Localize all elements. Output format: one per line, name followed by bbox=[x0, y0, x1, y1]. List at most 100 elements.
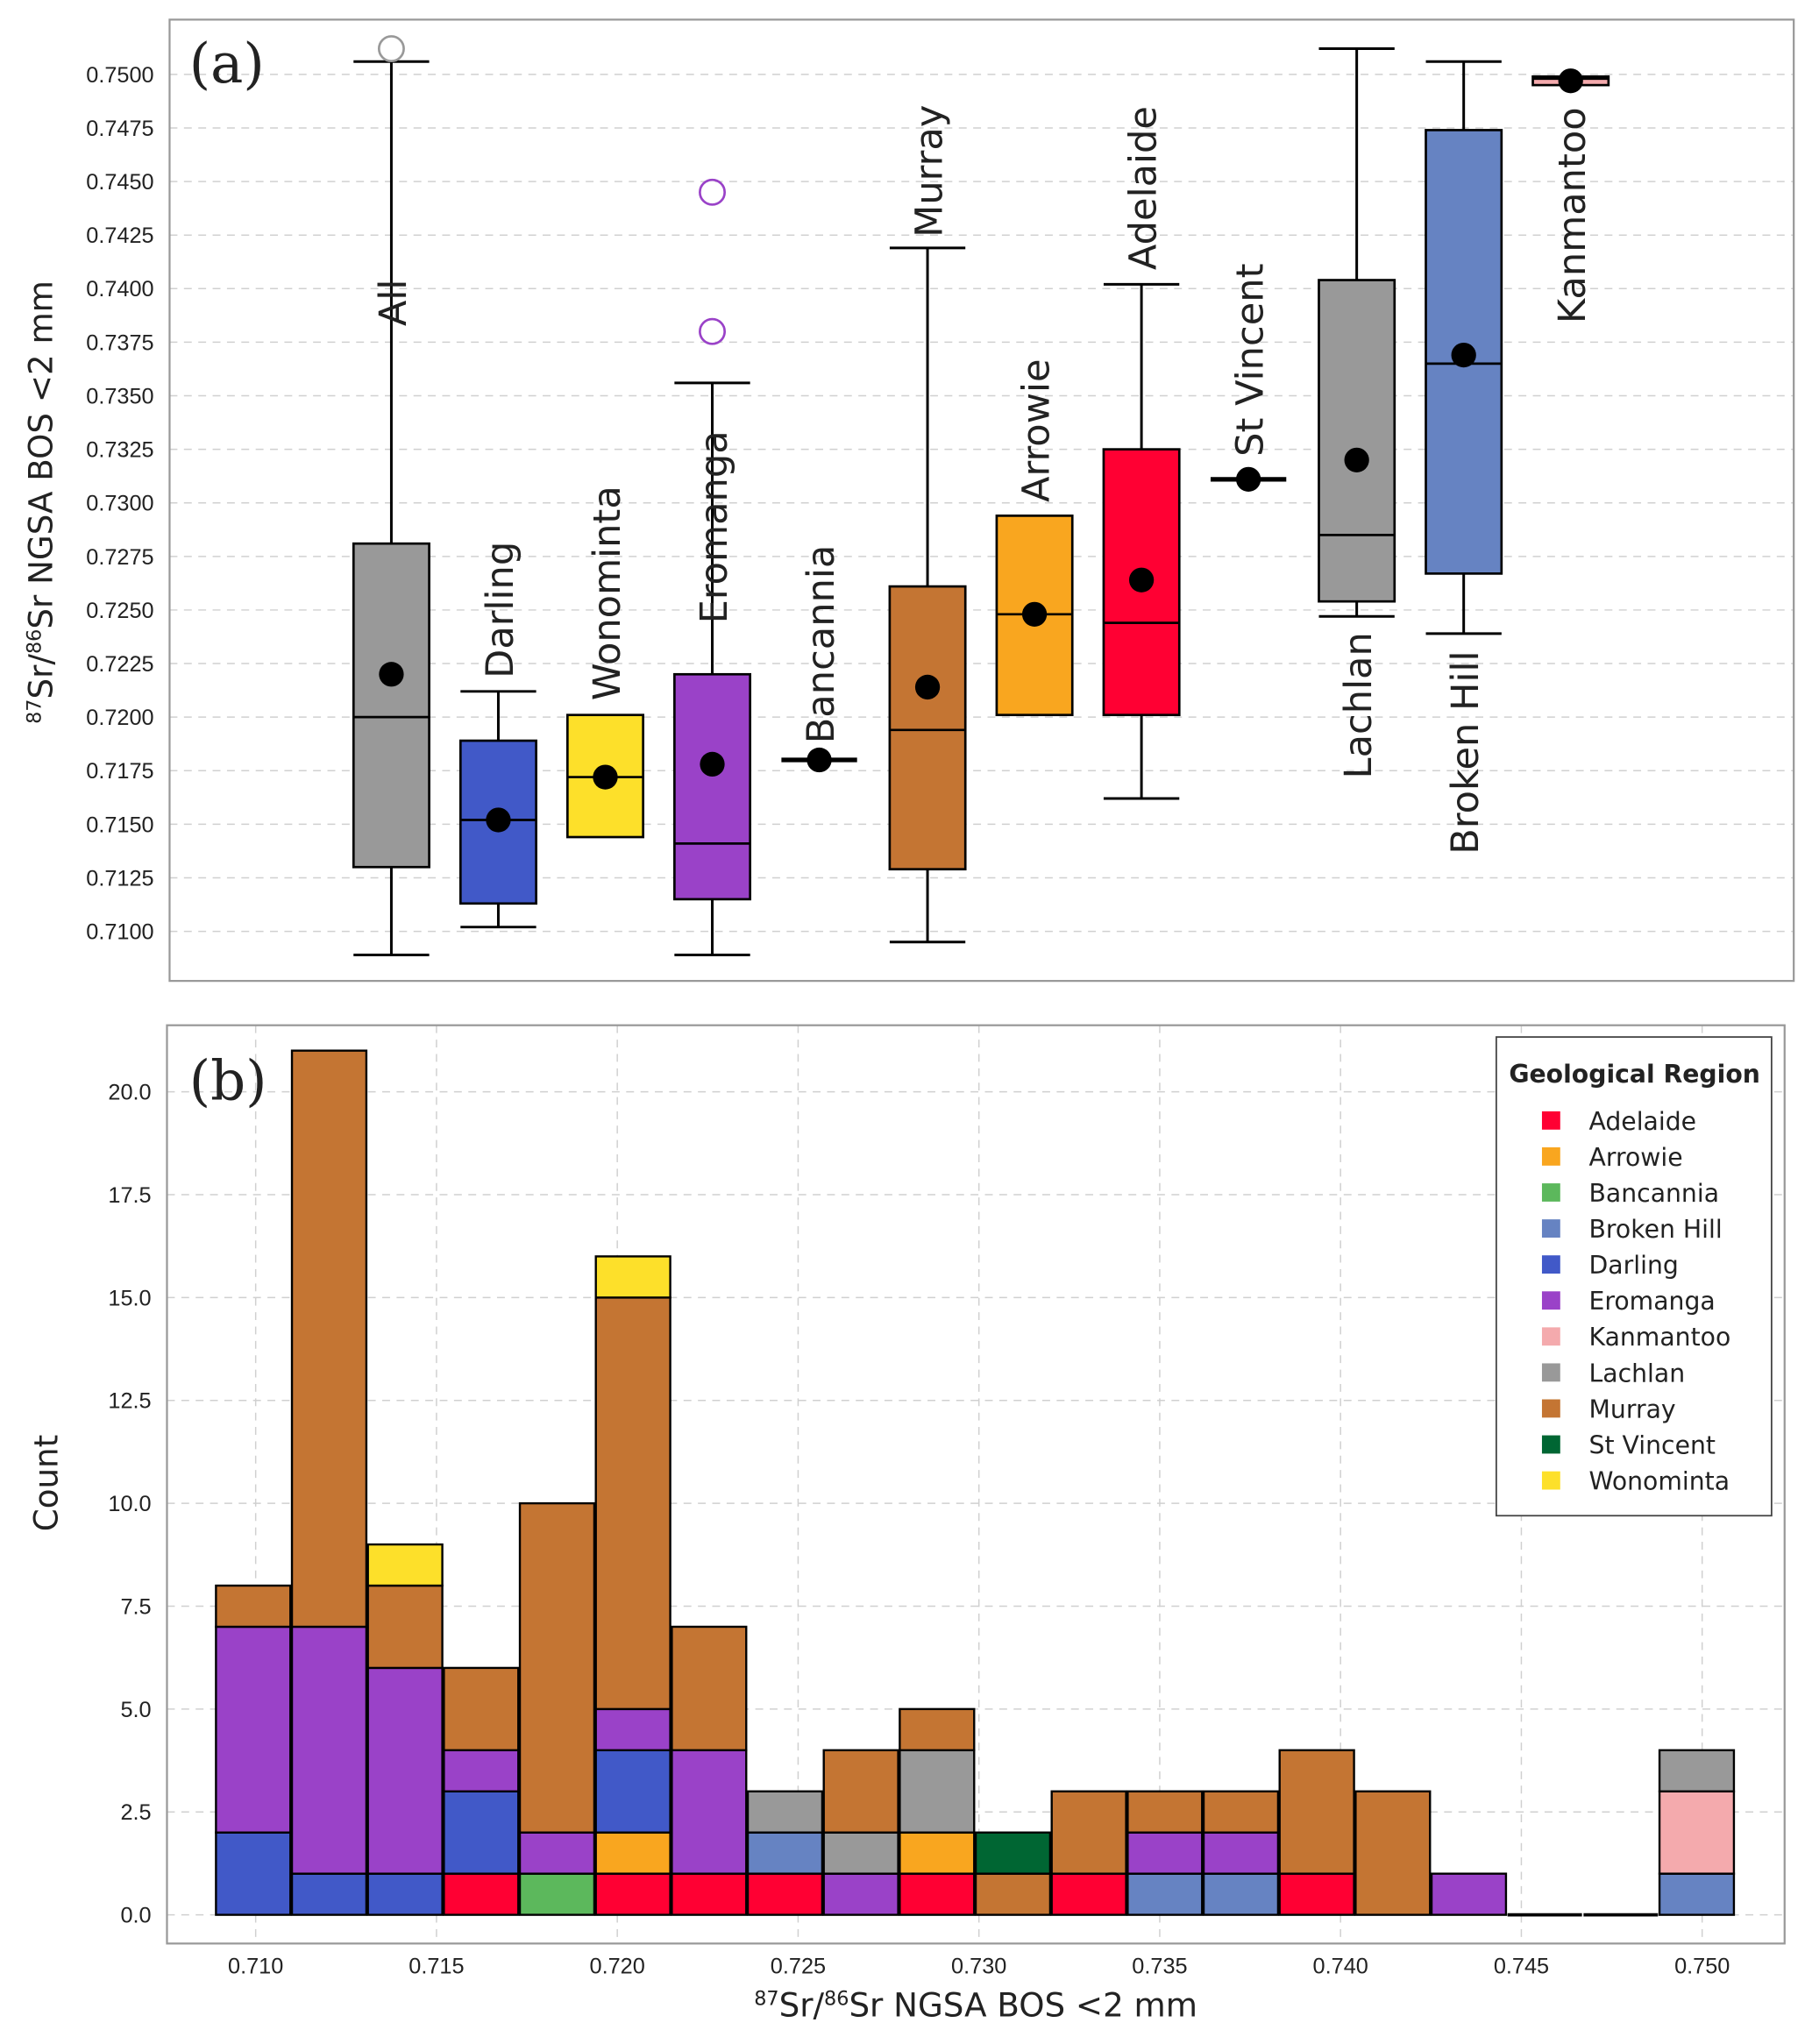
bar-segment-adelaide bbox=[746, 1872, 824, 1916]
legend-label: Bancannia bbox=[1589, 1179, 1720, 1208]
box-bancannia: Bancannia bbox=[781, 545, 857, 773]
legend-swatch bbox=[1541, 1327, 1560, 1346]
box bbox=[352, 542, 430, 869]
bar-segment-eromanga bbox=[290, 1625, 368, 1875]
bar-segment-darling bbox=[594, 1749, 672, 1834]
box bbox=[888, 585, 967, 871]
y-tick-label: 15.0 bbox=[108, 1286, 151, 1310]
legend-swatch bbox=[1541, 1219, 1560, 1238]
legend-label: Murray bbox=[1589, 1395, 1676, 1423]
x-tick-label: 0.740 bbox=[1313, 1955, 1368, 1979]
x-tick-label: 0.730 bbox=[951, 1955, 1006, 1979]
bar-segment-murray bbox=[1354, 1790, 1432, 1916]
mean-point bbox=[1235, 466, 1261, 492]
box-lachlan: Lachlan bbox=[1318, 47, 1396, 778]
bar-segment-darling bbox=[290, 1872, 368, 1916]
legend-item: Lachlan bbox=[1541, 1359, 1686, 1388]
x-tick-label: 0.715 bbox=[409, 1955, 464, 1979]
bar-segment-eromanga bbox=[822, 1872, 899, 1916]
legend-swatch bbox=[1541, 1399, 1560, 1418]
group-label: Wonominta bbox=[586, 486, 629, 700]
bar-segment-murray bbox=[899, 1707, 976, 1752]
bar-segment-darling bbox=[443, 1790, 520, 1875]
x-tick-label: 0.725 bbox=[771, 1955, 826, 1979]
legend-label: Lachlan bbox=[1589, 1359, 1686, 1388]
group-label: Darling bbox=[479, 542, 522, 678]
mean-point bbox=[486, 807, 511, 833]
y-tick-label: 0.7200 bbox=[86, 706, 153, 730]
label-part: Sr/ bbox=[779, 1986, 825, 2025]
bar-segment-murray bbox=[1278, 1749, 1355, 1875]
bar-segment-murray bbox=[443, 1666, 520, 1752]
y-tick-label: 0.7225 bbox=[86, 652, 153, 677]
y-tick-label: 0.7375 bbox=[86, 330, 153, 355]
box bbox=[673, 672, 752, 901]
x-tick-label: 0.745 bbox=[1494, 1955, 1549, 1979]
y-tick-label: 0.7475 bbox=[86, 117, 153, 141]
group-label: Eromanga bbox=[693, 430, 736, 623]
panel-label: (b) bbox=[189, 1049, 267, 1113]
y-tick-label: 0.7425 bbox=[86, 224, 153, 248]
histogram-panel: 0.0 2.5 5.0 7.5 10.0 12.5 15.0 17.5 20.0 0.710 0.7… bbox=[26, 1024, 1786, 2025]
bar-segment-murray bbox=[822, 1749, 899, 1834]
bar-segment-arrowie bbox=[899, 1831, 976, 1875]
box-adelaide: Adelaide bbox=[1102, 106, 1181, 800]
legend-item: Kanmantoo bbox=[1541, 1323, 1730, 1352]
bar-segment-murray bbox=[366, 1584, 444, 1670]
bar-segment-darling bbox=[215, 1831, 292, 1916]
box-eromanga: Eromanga bbox=[673, 178, 752, 956]
y-tick-label: 0.7300 bbox=[86, 492, 153, 516]
x-tick-label: 0.735 bbox=[1132, 1955, 1187, 1979]
label-sup: 86 bbox=[824, 1988, 849, 2011]
y-tick-label: 20.0 bbox=[108, 1081, 151, 1105]
box-wonominta: Wonominta bbox=[565, 486, 644, 839]
legend-label: Broken Hill bbox=[1589, 1215, 1723, 1244]
legend-swatch bbox=[1541, 1255, 1560, 1274]
plot-frame bbox=[168, 18, 1795, 983]
mean-point bbox=[807, 747, 832, 773]
group-label: Bancannia bbox=[799, 545, 843, 744]
legend-swatch bbox=[1541, 1147, 1560, 1166]
legend-label: Eromanga bbox=[1589, 1287, 1716, 1316]
bar-segment-broken-hill bbox=[1202, 1872, 1280, 1916]
label-part: Sr/ bbox=[22, 654, 60, 699]
bar-segment-wonominta bbox=[366, 1543, 444, 1587]
y-tick-label: 5.0 bbox=[120, 1698, 151, 1722]
legend-swatch bbox=[1541, 1183, 1560, 1202]
bar-segment-darling bbox=[366, 1872, 444, 1916]
bar-segment-broken-hill bbox=[1658, 1872, 1736, 1916]
bar-segment-arrowie bbox=[594, 1831, 672, 1875]
label-part: Sr NGSA BOS <2 mm bbox=[849, 1986, 1197, 2025]
bar-segment-lachlan bbox=[746, 1790, 824, 1834]
legend-swatch bbox=[1541, 1363, 1560, 1382]
bar-segment-adelaide bbox=[594, 1872, 672, 1916]
box-arrowie: Arrowie bbox=[995, 358, 1074, 717]
y-tick-label: 0.7100 bbox=[86, 920, 153, 945]
bar-segment-murray bbox=[671, 1625, 748, 1752]
bar-segment-eromanga bbox=[518, 1831, 596, 1875]
mean-point bbox=[1128, 567, 1155, 593]
y-tick-label: 0.7450 bbox=[86, 170, 153, 195]
box-darling: Darling bbox=[458, 542, 537, 929]
bar-segment-adelaide bbox=[1278, 1872, 1355, 1916]
label-sup: 87 bbox=[754, 1988, 778, 2011]
mean-point bbox=[1451, 342, 1476, 368]
bar-segment-eromanga bbox=[215, 1625, 292, 1834]
bar-segment-broken-hill bbox=[746, 1831, 824, 1875]
y-tick-label: 0.7125 bbox=[86, 866, 153, 891]
box-st-vincent: St Vincent bbox=[1210, 263, 1287, 492]
mean-point bbox=[914, 674, 941, 700]
label-part: Sr NGSA BOS <2 mm bbox=[22, 280, 60, 629]
bar-segment-eromanga bbox=[1202, 1831, 1280, 1875]
legend-item: Adelaide bbox=[1541, 1107, 1696, 1136]
legend-item: Eromanga bbox=[1541, 1287, 1716, 1316]
legend-item: Darling bbox=[1541, 1251, 1679, 1280]
bar-segment-murray bbox=[1202, 1790, 1280, 1834]
bar-segment-eromanga bbox=[671, 1749, 748, 1875]
y-tick-label: 0.7325 bbox=[86, 438, 153, 463]
legend: Geological Region Adelaide Arrowie Bancanni… bbox=[1495, 1036, 1773, 1517]
y-tick-label: 2.5 bbox=[120, 1800, 151, 1825]
bar-segment-murray bbox=[1126, 1790, 1204, 1834]
label-sup: 86 bbox=[24, 629, 46, 654]
bar-segment-murray bbox=[594, 1296, 672, 1711]
